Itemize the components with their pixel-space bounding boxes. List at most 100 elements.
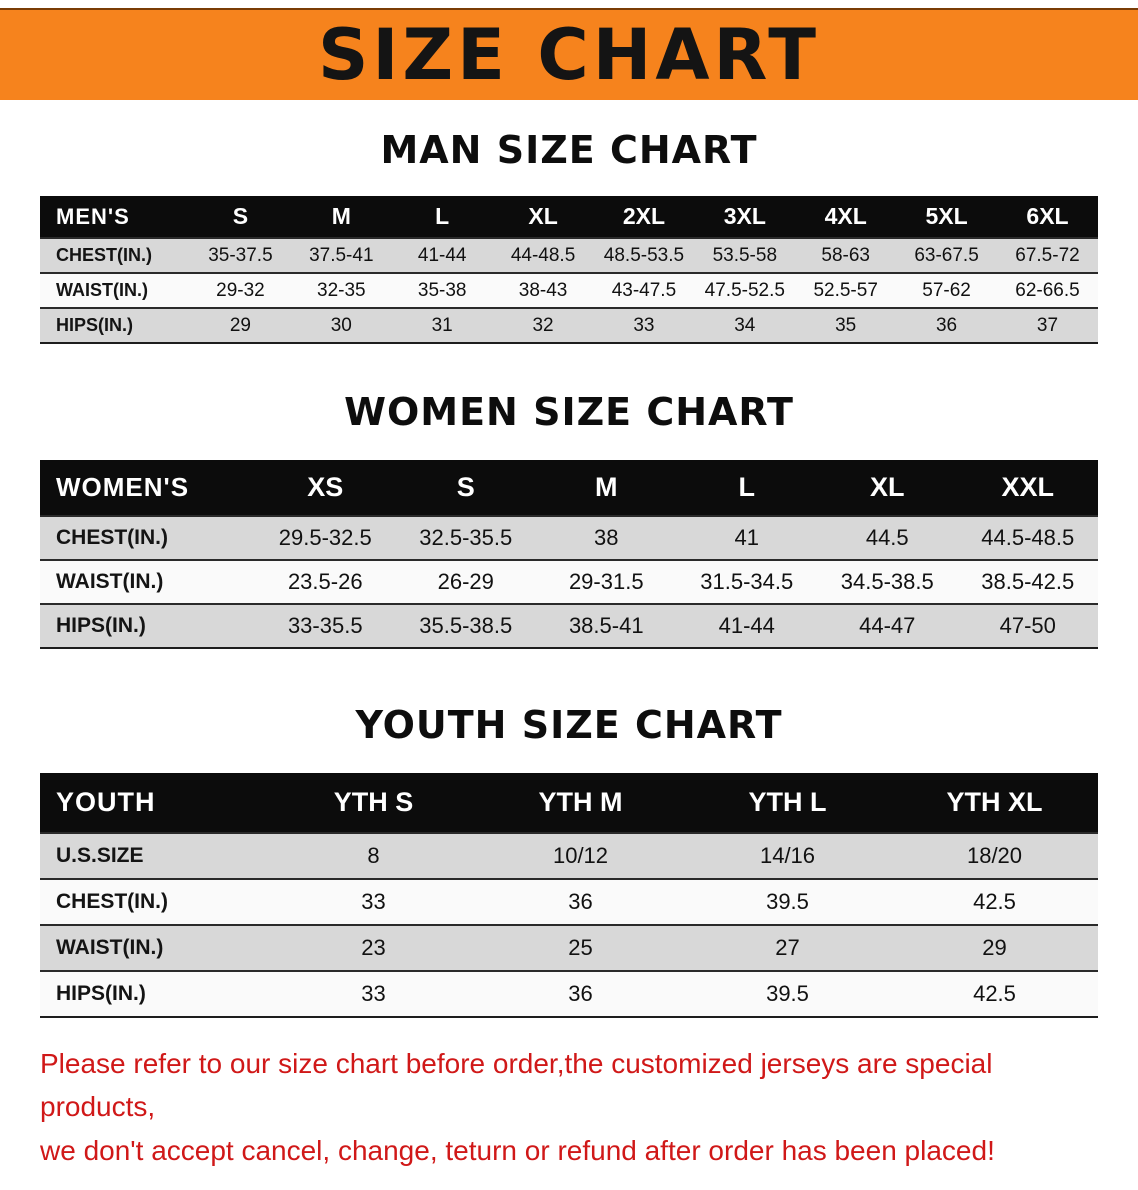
row-label: U.S.SIZE (56, 844, 144, 867)
row-label: CHEST(IN.) (56, 890, 168, 913)
page-title: SIZE CHART (317, 14, 821, 96)
column-header: S (190, 196, 291, 238)
table-cell: 36 (568, 889, 593, 914)
women-size-chart-table: WOMEN'S XS S M L XL XXL CHEST(IN.) 29.5-32.5 32.5… (40, 460, 1098, 649)
header-row: YOUTH YTH S YTH M YTH L YTH XL (40, 773, 1098, 833)
row-label: WAIST(IN.) (56, 570, 164, 593)
table-cell: 38.5-41 (568, 613, 644, 638)
table-cell: 33-35.5 (287, 613, 363, 638)
column-header: L (391, 196, 493, 238)
men-size-chart-table: MEN'S S M L XL 2XL 3XL 4XL 5XL 6XL CHEST(IN.) 35-37… (40, 196, 1098, 344)
table-cell: 29 (982, 935, 1007, 960)
table-corner-label: MEN'S (40, 196, 190, 238)
column-header: YTH XL (891, 773, 1098, 833)
table-row: HIPS(IN.) 33-35.5 35.5-38.5 38.5-41 41-44 44-… (40, 604, 1098, 648)
column-header: 3XL (694, 196, 796, 238)
row-label: HIPS(IN.) (56, 315, 134, 335)
table-cell: 34.5-38.5 (840, 569, 934, 594)
men-size-chart: MEN'S S M L XL 2XL 3XL 4XL 5XL 6XL CHEST(IN.) 35-37… (40, 196, 1098, 344)
table-cell: 57-62 (922, 279, 971, 301)
column-header: 4XL (795, 196, 897, 238)
column-header: XS (255, 460, 396, 516)
table-cell: 42.5 (973, 889, 1016, 914)
table-cell: 29-31.5 (568, 569, 644, 594)
table-cell: 42.5 (973, 981, 1016, 1006)
column-header: YTH S (270, 773, 477, 833)
table-cell: 41 (734, 525, 759, 550)
column-header: YTH L (684, 773, 891, 833)
table-cell: 39.5 (766, 981, 809, 1006)
table-cell: 31 (431, 314, 453, 336)
table-cell: 41-44 (417, 244, 467, 266)
table-row: U.S.SIZE 8 10/12 14/16 18/20 (40, 833, 1098, 879)
table-cell: 48.5-53.5 (603, 244, 685, 266)
table-cell: 31.5-34.5 (700, 569, 794, 594)
column-header: M (290, 196, 392, 238)
table-cell: 53.5-58 (712, 244, 778, 266)
table-corner-label: WOMEN'S (40, 460, 255, 516)
row-label: HIPS(IN.) (56, 982, 146, 1005)
table-cell: 47.5-52.5 (704, 279, 785, 301)
row-label: CHEST(IN.) (56, 245, 152, 265)
youth-size-chart: YOUTH YTH S YTH M YTH L YTH XL U.S.SIZE 8 10/12… (40, 773, 1098, 1018)
column-header: L (676, 460, 817, 516)
table-cell: 29.5-32.5 (278, 525, 372, 550)
table-cell: 23 (361, 935, 386, 960)
table-row: WAIST(IN.) 29-32 32-35 35-38 38-43 43-47.5 47.… (40, 273, 1098, 308)
table-cell: 29 (229, 314, 251, 336)
disclaimer-line: we don't accept cancel, change, teturn o… (40, 1134, 995, 1166)
column-header: XL (492, 196, 594, 238)
table-cell: 33 (361, 889, 386, 914)
table-cell: 34 (734, 314, 756, 336)
youth-size-chart-table: YOUTH YTH S YTH M YTH L YTH XL U.S.SIZE 8 10/12… (40, 773, 1098, 1018)
table-cell: 43-47.5 (611, 279, 677, 301)
disclaimer-text: Please refer to our size chart before or… (40, 1042, 1098, 1172)
table-cell: 35 (835, 314, 857, 336)
column-header: YTH M (477, 773, 684, 833)
table-corner-label: YOUTH (40, 773, 270, 833)
column-header: 6XL (997, 196, 1098, 238)
table-cell: 38.5-42.5 (981, 569, 1075, 594)
women-size-chart: WOMEN'S XS S M L XL XXL CHEST(IN.) 29.5-32.5 32.5… (40, 460, 1098, 649)
column-header: 5XL (896, 196, 997, 238)
table-row: HIPS(IN.) 29 30 31 32 33 34 35 36 37 (40, 308, 1098, 343)
header-row: WOMEN'S XS S M L XL XXL (40, 460, 1098, 516)
size-chart-banner: SIZE CHART (0, 8, 1138, 100)
table-cell: 29-32 (216, 279, 265, 301)
table-cell: 47-50 (999, 613, 1056, 638)
table-cell: 63-67.5 (914, 244, 979, 266)
table-cell: 23.5-26 (287, 569, 363, 594)
table-cell: 36 (568, 981, 593, 1006)
table-row: CHEST(IN.) 35-37.5 37.5-41 41-44 44-48.5 48.5… (40, 238, 1098, 273)
table-cell: 39.5 (766, 889, 809, 914)
table-cell: 8 (367, 843, 380, 868)
table-cell: 33 (633, 314, 655, 336)
table-cell: 10/12 (552, 843, 609, 868)
table-cell: 52.5-57 (813, 279, 878, 301)
youth-size-section: YOUTH SIZE CHART YOUTH YTH S YTH M YTH L YTH… (40, 703, 1098, 1018)
table-cell: 44-47 (859, 613, 916, 638)
table-cell: 30 (330, 314, 352, 336)
table-cell: 26-29 (437, 569, 494, 594)
table-cell: 37.5-41 (309, 244, 374, 266)
column-header: S (395, 460, 536, 516)
column-header: M (536, 460, 677, 516)
header-row: MEN'S S M L XL 2XL 3XL 4XL 5XL 6XL (40, 196, 1098, 238)
row-label: HIPS(IN.) (56, 614, 146, 637)
table-cell: 32.5-35.5 (419, 525, 513, 550)
women-size-section: WOMEN SIZE CHART WOMEN'S XS S M L XL XXL CHEST(… (40, 390, 1098, 649)
table-cell: 27 (775, 935, 800, 960)
men-size-section: MAN SIZE CHART MEN'S S M L XL 2XL 3XL 4XL 5XL 6XL… (40, 128, 1098, 344)
table-cell: 37 (1036, 314, 1059, 336)
table-cell: 44.5 (865, 525, 909, 550)
table-cell: 58-63 (821, 244, 870, 266)
table-cell: 14/16 (759, 843, 816, 868)
youth-size-chart-heading: YOUTH SIZE CHART (355, 703, 783, 747)
table-cell: 38-43 (518, 279, 568, 301)
men-size-chart-heading: MAN SIZE CHART (380, 128, 758, 172)
table-row: CHEST(IN.) 33 36 39.5 42.5 (40, 879, 1098, 925)
table-cell: 44.5-48.5 (981, 525, 1075, 550)
column-header: XL (817, 460, 958, 516)
table-cell: 36 (935, 314, 958, 336)
row-label: WAIST(IN.) (56, 936, 164, 959)
